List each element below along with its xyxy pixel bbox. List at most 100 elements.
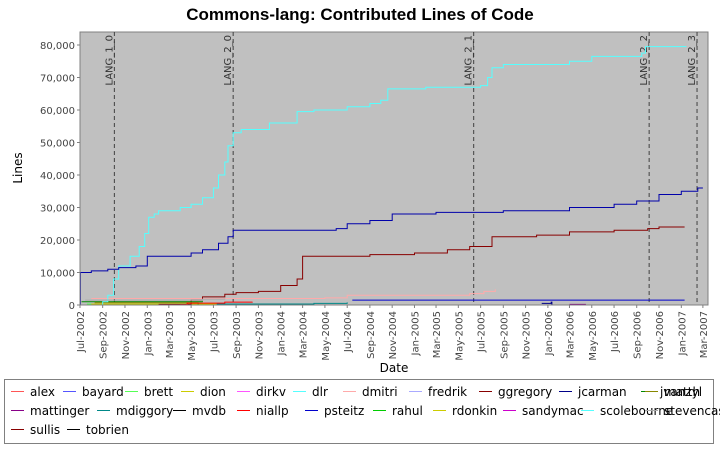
series-line-ggregory	[158, 226, 685, 305]
legend-label: mdiggory	[116, 403, 174, 418]
legend-item-alex: alex	[11, 383, 55, 400]
x-tick-label: Jan-2004	[277, 311, 288, 356]
legend-label: brett	[144, 384, 174, 399]
x-tick-label: Nov-2003	[254, 311, 265, 359]
legend-label: rdonkin	[452, 403, 498, 418]
legend-swatch	[645, 391, 658, 392]
legend-item-fredrik: fredrik	[409, 383, 467, 400]
legend-label: rahul	[392, 403, 423, 418]
legend-item-mvdb: mvdb	[173, 402, 226, 419]
series-line-scolebourne	[94, 46, 687, 306]
legend-label: dmitri	[362, 384, 398, 399]
x-tick-label: Jan-2005	[410, 311, 421, 356]
x-tick-label: Nov-2006	[655, 311, 666, 359]
series-line-stevencaswell	[85, 298, 226, 301]
legend-label: niallp	[256, 403, 289, 418]
y-tick-label: 60,000	[40, 106, 75, 117]
legend-item-stevencaswell: stevencaswell	[645, 402, 720, 419]
y-tick-label: 0	[69, 301, 75, 312]
legend-swatch	[373, 410, 386, 411]
legend-label: stevencaswell	[664, 403, 720, 418]
legend-label: tobrien	[86, 422, 129, 437]
legend-item-psteitz: psteitz	[305, 402, 364, 419]
legend-swatch	[559, 391, 572, 392]
x-tick-label: Sep-2002	[99, 311, 110, 359]
legend-item-bayard: bayard	[63, 383, 124, 400]
legend-swatch	[11, 429, 24, 430]
legend-item-rahul: rahul	[373, 402, 423, 419]
legend-label: dlr	[312, 384, 328, 399]
release-marker-label: LANG_2_2	[639, 35, 650, 86]
chart-title: Commons-lang: Contributed Lines of Code	[186, 5, 534, 24]
x-tick-label: Nov-2004	[388, 311, 399, 359]
x-tick-label: Mar-2004	[299, 311, 310, 358]
release-marker-label: LANG_2_1	[464, 35, 475, 86]
legend-label: sandymac	[522, 403, 584, 418]
x-tick-label: Nov-2002	[121, 311, 132, 359]
legend-label: ggregory	[498, 384, 553, 399]
x-tick-label: Mar-2007	[699, 311, 710, 358]
legend-swatch	[503, 410, 516, 411]
legend-item-mdiggory: mdiggory	[97, 402, 173, 419]
series-line-jcarman	[541, 301, 553, 305]
legend-item-matth: matth	[645, 383, 700, 400]
y-tick-label: 10,000	[40, 269, 75, 280]
legend-label: psteitz	[324, 403, 365, 418]
legend-label: jvanzyl	[660, 384, 703, 399]
legend-label: bayard	[82, 384, 124, 399]
legend-swatch	[11, 391, 24, 392]
legend-swatch	[581, 410, 594, 411]
release-marker-label: LANG_2_3	[687, 35, 698, 86]
x-tick-label: Sep-2005	[499, 311, 510, 359]
x-tick-label: Jan-2007	[677, 311, 688, 356]
x-axis: Jul-2002 Sep-2002 Nov-2002 Jan-2003 Mar-2003…	[76, 304, 710, 361]
legend-swatch	[67, 429, 80, 430]
legend-item-dlr: dlr	[293, 383, 328, 400]
legend-label: alex	[30, 384, 55, 399]
x-tick-label: Jul-2004	[343, 311, 354, 353]
legend-swatch	[237, 410, 250, 411]
x-tick-label: May-2005	[454, 311, 465, 361]
legend-swatch	[125, 391, 138, 392]
legend-item-ggregory: ggregory	[479, 383, 552, 400]
legend-swatch	[409, 391, 422, 392]
release-marker-label: LANG_2_0	[223, 35, 234, 86]
series-lines	[79, 46, 703, 306]
x-tick-label: Sep-2003	[232, 311, 243, 359]
chart-legend: alex bayard brett dion dirkv dlr dmitri fredrik…	[4, 379, 720, 444]
x-tick-label: Mar-2005	[432, 311, 443, 358]
legend-swatch	[645, 410, 658, 411]
x-tick-label: Sep-2006	[633, 311, 644, 359]
series-line-mdiggory	[216, 302, 348, 305]
legend-item-rdonkin: rdonkin	[433, 402, 497, 419]
y-tick-label: 20,000	[40, 236, 75, 247]
legend-swatch	[433, 410, 446, 411]
legend-item-dion: dion	[181, 383, 226, 400]
x-tick-label: Mar-2006	[565, 311, 576, 358]
legend-item-mattinger: mattinger	[11, 402, 89, 419]
legend-swatch	[293, 391, 306, 392]
release-markers: LANG_1_0 LANG_2_0 LANG_2_1 LANG_2_2 LANG_2_3	[104, 32, 698, 305]
y-axis: 0 10,000 20,000 30,000 40,000 50,000 60,000 70,…	[40, 32, 81, 312]
legend-swatch	[173, 410, 186, 411]
y-tick-label: 80,000	[40, 41, 75, 52]
legend-swatch	[343, 391, 356, 392]
legend-label: matth	[664, 384, 701, 399]
x-tick-label: May-2006	[588, 311, 599, 361]
x-tick-label: Jul-2006	[610, 311, 621, 353]
legend-item-dirkv: dirkv	[237, 383, 286, 400]
legend-swatch	[11, 410, 24, 411]
legend-label: sullis	[30, 422, 61, 437]
y-axis-label: Lines	[11, 152, 25, 183]
legend-label: fredrik	[428, 384, 468, 399]
x-tick-label: May-2004	[321, 311, 332, 361]
y-tick-label: 40,000	[40, 171, 75, 182]
x-axis-label: Date	[380, 361, 409, 375]
legend-label: dion	[200, 384, 226, 399]
legend-swatch	[97, 410, 110, 411]
y-tick-label: 70,000	[40, 74, 75, 85]
legend-item-sandymac: sandymac	[503, 402, 584, 419]
x-tick-label: Jul-2003	[209, 311, 220, 353]
x-tick-label: Jul-2002	[76, 311, 87, 353]
x-tick-label: Jul-2005	[477, 311, 488, 353]
